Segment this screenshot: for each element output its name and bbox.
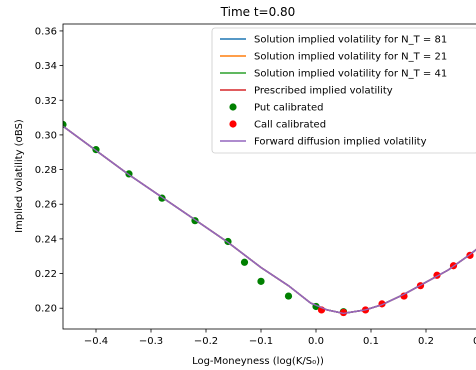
x-tick-label: 0.2 xyxy=(418,336,434,347)
x-tick-label: −0.4 xyxy=(84,336,108,347)
y-tick-label: 0.28 xyxy=(35,165,57,176)
y-tick-label: 0.24 xyxy=(35,234,57,245)
legend-label: Solution implied volatility for N_T = 41 xyxy=(254,69,447,80)
x-axis-label: Log-Moneyness (log(K/S₀)) xyxy=(192,356,324,367)
call-point xyxy=(339,308,348,317)
y-tick-label: 0.20 xyxy=(35,304,57,315)
y-axis: 0.20 0.22 0.24 0.26 0.28 0.30 0.32 0.34 0.36 xyxy=(35,26,63,315)
y-tick-label: 0.22 xyxy=(35,269,57,280)
x-tick-label: 0.0 xyxy=(308,336,324,347)
x-tick-label: −0.3 xyxy=(139,336,163,347)
legend-box xyxy=(211,27,476,154)
series-line-1 xyxy=(63,125,476,315)
x-tick-label: −0.2 xyxy=(194,336,218,347)
put-point xyxy=(257,277,265,285)
legend-label: Solution implied volatility for N_T = 21 xyxy=(254,52,447,63)
legend-label: Prescribed implied volatility xyxy=(254,86,393,97)
y-tick-label: 0.32 xyxy=(35,96,57,107)
y-tick-label: 0.30 xyxy=(35,130,57,141)
y-tick-label: 0.26 xyxy=(35,200,57,211)
legend-label: Forward diffusion implied volatility xyxy=(254,137,427,148)
chart-title: Time t=0.80 xyxy=(220,5,296,19)
x-tick-label: 0.3 xyxy=(473,336,476,347)
x-axis: −0.4 −0.3 −0.2 −0.1 0.0 0.1 0.2 0.3 xyxy=(84,329,476,347)
legend-label: Solution implied volatility for N_T = 81 xyxy=(254,35,447,46)
series-line-0 xyxy=(63,125,476,315)
legend-label: Put calibrated xyxy=(254,103,323,114)
y-tick-label: 0.36 xyxy=(35,26,57,37)
plot-frame xyxy=(62,23,476,330)
series-line-2 xyxy=(63,125,476,315)
y-tick-label: 0.34 xyxy=(35,61,57,72)
legend: Solution implied volatility for N_T = 81… xyxy=(211,27,476,154)
put-point xyxy=(240,258,249,266)
series-line-3 xyxy=(63,125,476,315)
y-axis-label: Implied volatility (σBS) xyxy=(14,119,25,233)
put-point xyxy=(284,292,293,300)
x-tick-label: 0.1 xyxy=(363,336,379,347)
legend-label: Call calibrated xyxy=(254,120,326,131)
series-line-4 xyxy=(63,125,476,315)
legend-marker-swatch xyxy=(229,120,237,128)
forward-diffusion-line-overlay xyxy=(63,125,476,315)
plot-area xyxy=(63,120,476,317)
call-point xyxy=(400,292,408,300)
x-tick-label: −0.1 xyxy=(249,336,273,347)
legend-marker-swatch xyxy=(229,103,237,111)
